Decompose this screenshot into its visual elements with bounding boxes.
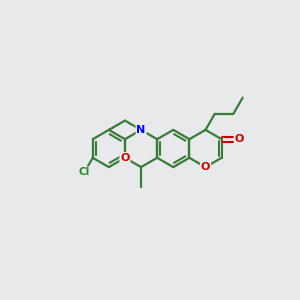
Text: O: O [235,134,244,144]
Text: Cl: Cl [79,167,90,177]
Text: O: O [120,153,130,163]
Text: O: O [201,162,210,172]
Text: N: N [136,125,146,135]
